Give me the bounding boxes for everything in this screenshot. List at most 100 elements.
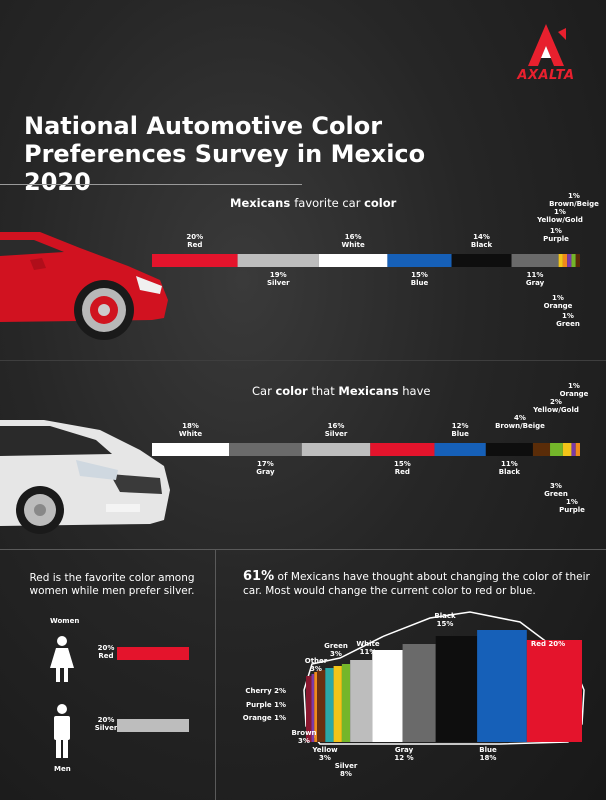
bar-segment-black — [485, 443, 533, 456]
bar-segment-green — [571, 254, 576, 267]
bar-name-label: Silver — [325, 430, 348, 438]
car-label-name-white: White — [356, 640, 379, 648]
bar-name-label: Yellow/Gold — [532, 406, 579, 414]
axalta-mark-icon — [528, 24, 566, 66]
bar-segment-blue — [387, 254, 452, 267]
title-part: Mexicans — [230, 196, 295, 210]
car-stripe-cherry — [306, 676, 312, 742]
car-label-value-yellow: 3% — [319, 754, 331, 762]
bar-segment-black — [451, 254, 512, 267]
car-label-name-other: Other — [305, 657, 328, 665]
bar-value-label: 4% — [514, 414, 526, 422]
car-stripe-blue — [477, 630, 527, 742]
car-label-value-black: 15% — [437, 620, 454, 628]
bar-name-label: Gray — [526, 279, 545, 287]
car-stripe-brown — [317, 670, 326, 742]
title-part: car — [338, 196, 365, 210]
bar-value-label: 15% — [411, 271, 428, 279]
vertical-divider — [215, 550, 216, 800]
car-label-orange: Orange 1% — [243, 714, 286, 722]
bar-segment-white — [318, 254, 388, 267]
bar-name-label: Silver — [267, 279, 290, 287]
bar-name-label: Gray — [256, 468, 275, 476]
car-stripe-silver — [350, 660, 373, 742]
car-stripe-purple — [311, 674, 315, 742]
title-part: Car — [252, 384, 276, 398]
favorite-chart-title: Mexicans favorite car color — [230, 196, 396, 210]
bar-name-label: Brown/Beige — [549, 200, 599, 208]
axalta-logo: AXALTA — [506, 22, 586, 86]
change-highlight: 61% — [243, 569, 275, 584]
bar-name-label: Purple — [559, 506, 585, 514]
car-label-value-brown: 3% — [298, 737, 310, 745]
car-label-value-white: 11% — [360, 648, 377, 656]
bar-segment-brown-beige — [575, 254, 580, 267]
bar-value-label: 1% — [550, 227, 562, 235]
bar-value-label: 1% — [566, 498, 578, 506]
gender-value-label: 20% — [98, 644, 115, 652]
bar-value-label: 18% — [182, 422, 199, 430]
title-part: have — [398, 384, 431, 398]
car-stripe-other — [325, 668, 334, 742]
car-stripe-green — [341, 664, 351, 742]
bar-name-label: Green — [544, 490, 568, 498]
bar-segment-yellow-gold — [562, 443, 572, 456]
bar-value-label: 1% — [568, 382, 580, 390]
bar-name-label: Blue — [451, 430, 469, 438]
bar-value-label: 1% — [568, 192, 580, 200]
title-part: favorite — [294, 196, 339, 210]
title-part: color — [364, 196, 397, 210]
bar-name-label: Green — [556, 320, 580, 328]
gender-bar-men — [117, 719, 189, 732]
owned-chart-title: Car color that Mexicans have — [252, 384, 430, 398]
bar-name-label: Brown/Beige — [495, 422, 545, 430]
bar-value-label: 15% — [394, 460, 411, 468]
bar-segment-silver — [237, 254, 319, 267]
bar-value-label: 16% — [328, 422, 345, 430]
red-car-illustration — [0, 232, 168, 340]
bar-value-label: 11% — [501, 460, 518, 468]
page-title: National Automotive Color Preferences Su… — [24, 112, 484, 196]
bar-name-label: Blue — [411, 279, 429, 287]
bottom-divider — [0, 549, 606, 550]
car-label-red: Red 20% — [531, 640, 565, 648]
bar-value-label: 20% — [186, 233, 203, 241]
car-stripe-white — [372, 650, 403, 742]
bar-segment-orange — [575, 443, 580, 456]
gender-color-label: Red — [98, 652, 113, 660]
bar-value-label: 16% — [345, 233, 362, 241]
women-label: Women — [50, 617, 79, 625]
bar-name-label: White — [179, 430, 202, 438]
bar-name-label: Purple — [543, 235, 569, 243]
bar-segment-red — [370, 443, 435, 456]
bar-value-label: 1% — [562, 312, 574, 320]
change-color-labels: Cherry 2%Purple 1%Orange 1%Brown3%Other3… — [243, 612, 565, 778]
favorite-color-chart: 20%Red 19%Silver 16%White 15%Blue 14%Black 11… — [152, 192, 599, 328]
bar-segment-gray — [511, 254, 559, 267]
white-car-illustration — [0, 420, 170, 534]
car-label-name-black: Black — [434, 612, 456, 620]
car-label-value-other: 3% — [310, 665, 322, 673]
gender-value-label: 20% — [98, 716, 115, 724]
bar-segment-silver — [301, 443, 371, 456]
title-line-2: Preferences Survey in Mexico 2020 — [24, 140, 426, 196]
bar-name-label: Yellow/Gold — [536, 216, 583, 224]
car-stripe-black — [435, 636, 478, 742]
bar-value-label: 14% — [473, 233, 490, 241]
bar-value-label: 3% — [550, 482, 562, 490]
gender-color-label: Silver — [95, 724, 118, 732]
car-label-name-brown: Brown — [291, 729, 316, 737]
title-part: color — [275, 384, 308, 398]
woman-icon — [50, 636, 74, 682]
bar-name-label: White — [342, 241, 365, 249]
men-label: Men — [54, 765, 71, 773]
bar-segment-purple — [567, 254, 572, 267]
bar-value-label: 11% — [527, 271, 544, 279]
bar-value-label: 12% — [452, 422, 469, 430]
car-stripe-orange — [314, 672, 318, 742]
title-part: Mexicans — [338, 384, 399, 398]
title-line-1: National Automotive Color — [24, 112, 383, 140]
bar-value-label: 1% — [554, 208, 566, 216]
title-divider — [0, 184, 302, 185]
